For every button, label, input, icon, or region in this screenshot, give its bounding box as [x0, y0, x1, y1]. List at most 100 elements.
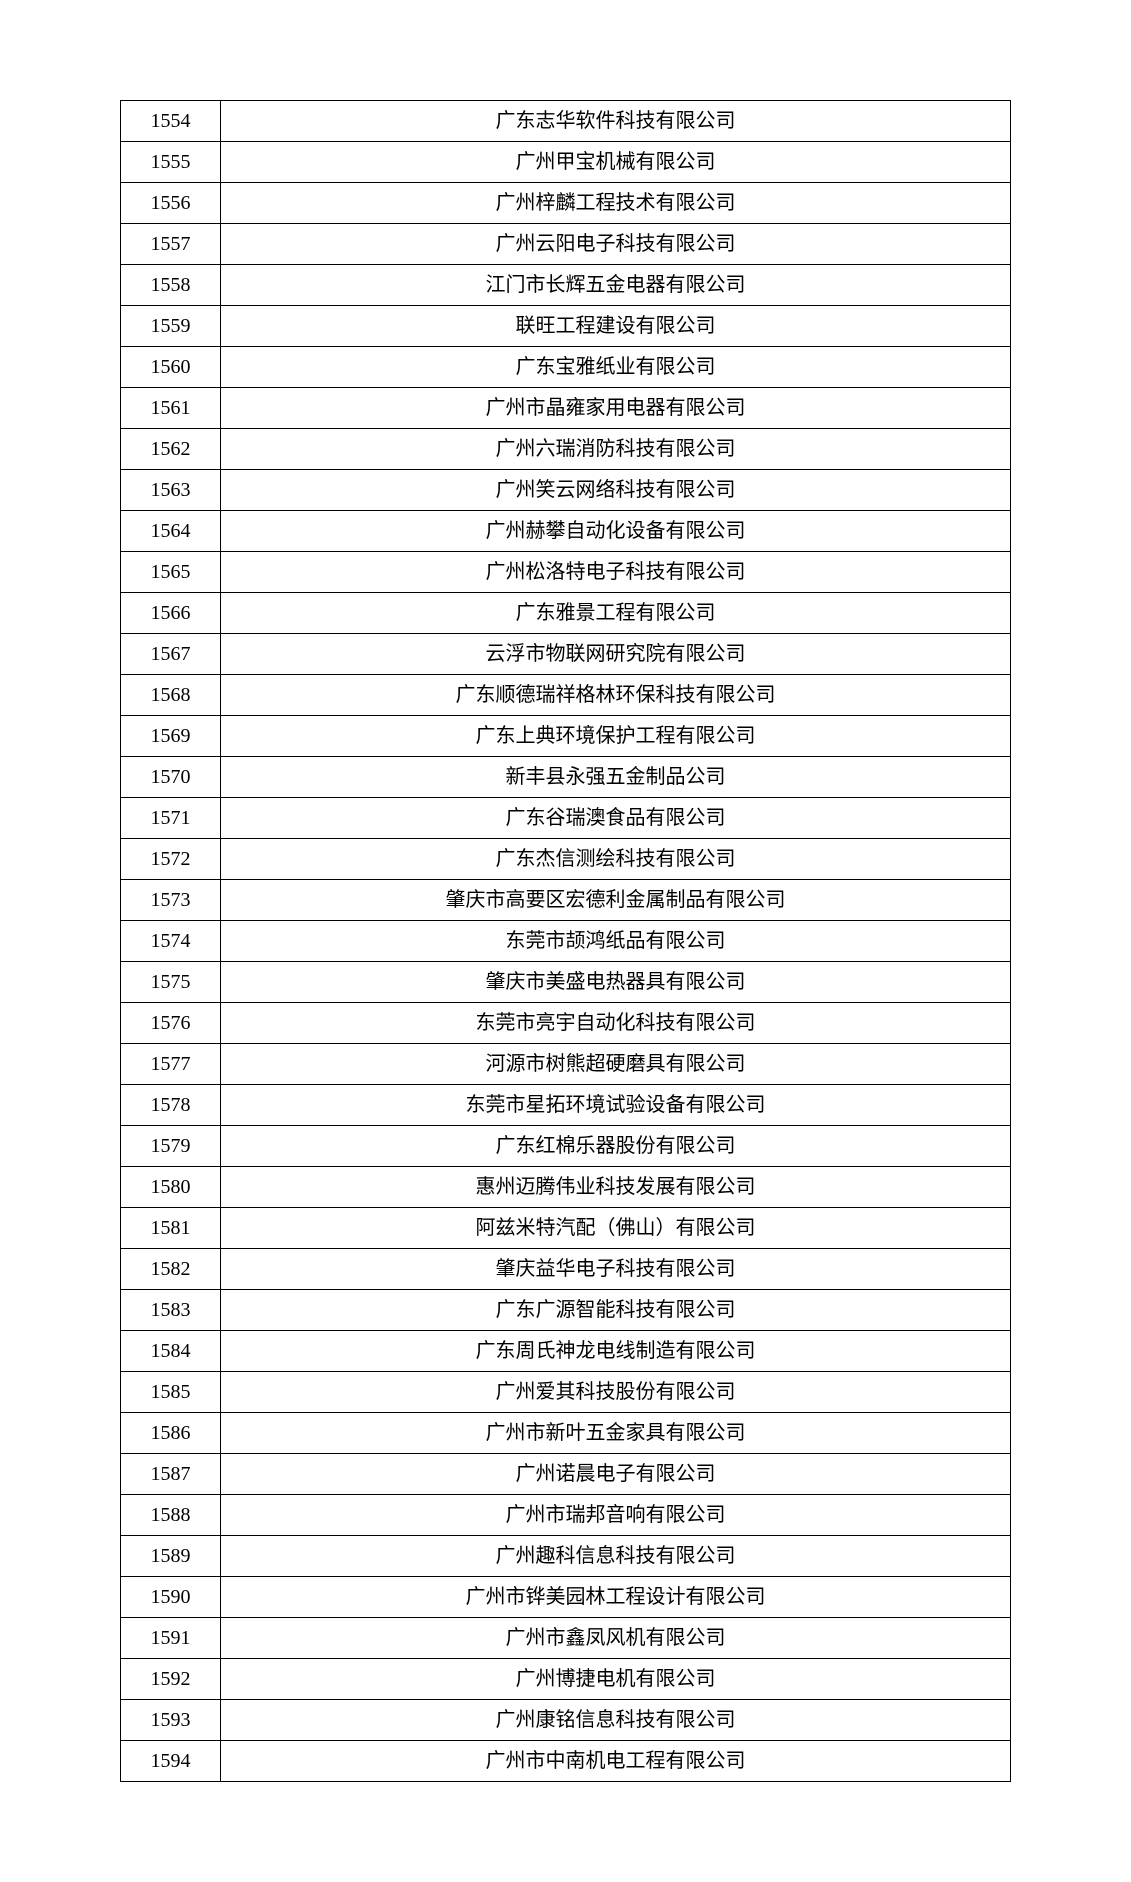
row-number: 1557: [121, 224, 221, 265]
row-number: 1586: [121, 1413, 221, 1454]
row-number: 1581: [121, 1208, 221, 1249]
company-name: 广东杰信测绘科技有限公司: [221, 839, 1011, 880]
table-row: 1589广州趣科信息科技有限公司: [121, 1536, 1011, 1577]
company-name: 广东谷瑞澳食品有限公司: [221, 798, 1011, 839]
table-row: 1560广东宝雅纸业有限公司: [121, 347, 1011, 388]
table-row: 1593广州康铭信息科技有限公司: [121, 1700, 1011, 1741]
row-number: 1590: [121, 1577, 221, 1618]
table-row: 1561广州市晶雍家用电器有限公司: [121, 388, 1011, 429]
row-number: 1559: [121, 306, 221, 347]
table-row: 1569广东上典环境保护工程有限公司: [121, 716, 1011, 757]
company-name: 新丰县永强五金制品公司: [221, 757, 1011, 798]
company-table: 1554广东志华软件科技有限公司1555广州甲宝机械有限公司1556广州梓麟工程…: [120, 100, 1011, 1782]
table-row: 1558江门市长辉五金电器有限公司: [121, 265, 1011, 306]
row-number: 1564: [121, 511, 221, 552]
row-number: 1592: [121, 1659, 221, 1700]
row-number: 1577: [121, 1044, 221, 1085]
table-row: 1557广州云阳电子科技有限公司: [121, 224, 1011, 265]
table-row: 1587广州诺晨电子有限公司: [121, 1454, 1011, 1495]
company-name: 河源市树熊超硬磨具有限公司: [221, 1044, 1011, 1085]
row-number: 1594: [121, 1741, 221, 1782]
table-body: 1554广东志华软件科技有限公司1555广州甲宝机械有限公司1556广州梓麟工程…: [121, 101, 1011, 1782]
company-name: 肇庆市美盛电热器具有限公司: [221, 962, 1011, 1003]
company-name: 广州梓麟工程技术有限公司: [221, 183, 1011, 224]
table-row: 1572广东杰信测绘科技有限公司: [121, 839, 1011, 880]
row-number: 1591: [121, 1618, 221, 1659]
table-row: 1583广东广源智能科技有限公司: [121, 1290, 1011, 1331]
table-row: 1586广州市新叶五金家具有限公司: [121, 1413, 1011, 1454]
company-name: 肇庆益华电子科技有限公司: [221, 1249, 1011, 1290]
company-name: 广州市新叶五金家具有限公司: [221, 1413, 1011, 1454]
row-number: 1571: [121, 798, 221, 839]
row-number: 1583: [121, 1290, 221, 1331]
row-number: 1585: [121, 1372, 221, 1413]
row-number: 1568: [121, 675, 221, 716]
table-row: 1573肇庆市高要区宏德利金属制品有限公司: [121, 880, 1011, 921]
company-name: 广州云阳电子科技有限公司: [221, 224, 1011, 265]
row-number: 1589: [121, 1536, 221, 1577]
row-number: 1573: [121, 880, 221, 921]
table-row: 1555广州甲宝机械有限公司: [121, 142, 1011, 183]
row-number: 1567: [121, 634, 221, 675]
company-name: 广州诺晨电子有限公司: [221, 1454, 1011, 1495]
company-name: 广州爱其科技股份有限公司: [221, 1372, 1011, 1413]
row-number: 1562: [121, 429, 221, 470]
row-number: 1578: [121, 1085, 221, 1126]
row-number: 1570: [121, 757, 221, 798]
row-number: 1554: [121, 101, 221, 142]
company-name: 广州趣科信息科技有限公司: [221, 1536, 1011, 1577]
row-number: 1575: [121, 962, 221, 1003]
row-number: 1560: [121, 347, 221, 388]
company-name: 广东红棉乐器股份有限公司: [221, 1126, 1011, 1167]
table-row: 1571广东谷瑞澳食品有限公司: [121, 798, 1011, 839]
table-row: 1566广东雅景工程有限公司: [121, 593, 1011, 634]
company-name: 广东顺德瑞祥格林环保科技有限公司: [221, 675, 1011, 716]
row-number: 1584: [121, 1331, 221, 1372]
table-row: 1576东莞市亮宇自动化科技有限公司: [121, 1003, 1011, 1044]
company-name: 广州康铭信息科技有限公司: [221, 1700, 1011, 1741]
row-number: 1579: [121, 1126, 221, 1167]
table-row: 1568广东顺德瑞祥格林环保科技有限公司: [121, 675, 1011, 716]
company-name: 广州甲宝机械有限公司: [221, 142, 1011, 183]
company-name: 肇庆市高要区宏德利金属制品有限公司: [221, 880, 1011, 921]
table-row: 1564广州赫攀自动化设备有限公司: [121, 511, 1011, 552]
company-name: 广东上典环境保护工程有限公司: [221, 716, 1011, 757]
table-row: 1562广州六瑞消防科技有限公司: [121, 429, 1011, 470]
table-row: 1584广东周氏神龙电线制造有限公司: [121, 1331, 1011, 1372]
company-name: 江门市长辉五金电器有限公司: [221, 265, 1011, 306]
table-row: 1575肇庆市美盛电热器具有限公司: [121, 962, 1011, 1003]
company-name: 广东雅景工程有限公司: [221, 593, 1011, 634]
company-name: 广州博捷电机有限公司: [221, 1659, 1011, 1700]
row-number: 1593: [121, 1700, 221, 1741]
row-number: 1582: [121, 1249, 221, 1290]
row-number: 1588: [121, 1495, 221, 1536]
table-row: 1592广州博捷电机有限公司: [121, 1659, 1011, 1700]
company-name: 广州赫攀自动化设备有限公司: [221, 511, 1011, 552]
table-row: 1582肇庆益华电子科技有限公司: [121, 1249, 1011, 1290]
company-name: 广州笑云网络科技有限公司: [221, 470, 1011, 511]
company-name: 广州市晶雍家用电器有限公司: [221, 388, 1011, 429]
table-row: 1578东莞市星拓环境试验设备有限公司: [121, 1085, 1011, 1126]
table-row: 1585广州爱其科技股份有限公司: [121, 1372, 1011, 1413]
table-row: 1570新丰县永强五金制品公司: [121, 757, 1011, 798]
table-row: 1559联旺工程建设有限公司: [121, 306, 1011, 347]
table-row: 1591广州市鑫凤风机有限公司: [121, 1618, 1011, 1659]
table-row: 1594广州市中南机电工程有限公司: [121, 1741, 1011, 1782]
row-number: 1572: [121, 839, 221, 880]
row-number: 1563: [121, 470, 221, 511]
table-row: 1554广东志华软件科技有限公司: [121, 101, 1011, 142]
row-number: 1566: [121, 593, 221, 634]
company-name: 云浮市物联网研究院有限公司: [221, 634, 1011, 675]
company-name: 广州市中南机电工程有限公司: [221, 1741, 1011, 1782]
table-row: 1567云浮市物联网研究院有限公司: [121, 634, 1011, 675]
company-name: 广东周氏神龙电线制造有限公司: [221, 1331, 1011, 1372]
company-name: 东莞市颉鸿纸品有限公司: [221, 921, 1011, 962]
company-name: 广东宝雅纸业有限公司: [221, 347, 1011, 388]
row-number: 1556: [121, 183, 221, 224]
table-row: 1574东莞市颉鸿纸品有限公司: [121, 921, 1011, 962]
table-row: 1563广州笑云网络科技有限公司: [121, 470, 1011, 511]
row-number: 1555: [121, 142, 221, 183]
company-name: 广东广源智能科技有限公司: [221, 1290, 1011, 1331]
company-name: 广东志华软件科技有限公司: [221, 101, 1011, 142]
company-name: 广州市瑞邦音响有限公司: [221, 1495, 1011, 1536]
